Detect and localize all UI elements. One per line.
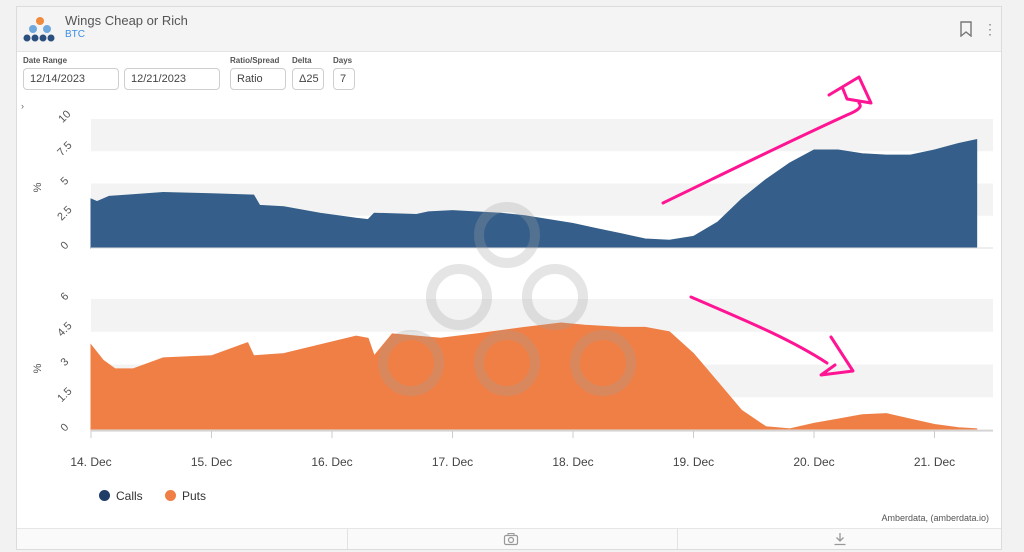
camera-icon[interactable] <box>503 532 519 546</box>
days-select[interactable]: 7 <box>333 68 355 90</box>
annotation-arrowhead-up <box>827 75 873 105</box>
y-tick-label-puts: 0 <box>58 421 71 434</box>
annotation-arrowhead-down <box>819 335 855 377</box>
download-icon[interactable] <box>833 532 847 546</box>
footer-divider <box>347 529 348 549</box>
series-area-puts <box>90 322 978 431</box>
delta-select[interactable]: Δ25 <box>292 68 324 90</box>
end-date-input[interactable]: 12/21/2023 <box>124 68 220 90</box>
y-tick-label-puts: 3 <box>58 356 71 369</box>
y-tick-label-calls: 7.5 <box>55 139 74 158</box>
watermark-circle <box>426 264 492 330</box>
y-tick-label-calls: 5 <box>58 175 71 188</box>
legend-item-calls[interactable]: Calls <box>99 489 143 503</box>
ratio-spread-select[interactable]: Ratio <box>230 68 286 90</box>
widget-subtitle: BTC <box>65 29 85 40</box>
series-area-calls <box>90 138 978 249</box>
credit-text: Amberdata, (amberdata.io) <box>881 513 989 523</box>
x-tick-label: 21. Dec <box>914 455 955 469</box>
annotation-arrow-down <box>689 295 829 365</box>
date-range-label: Date Range <box>23 56 68 65</box>
x-tick-label: 16. Dec <box>311 455 352 469</box>
grid-band <box>91 119 993 152</box>
y-axis-label-puts: % <box>32 363 44 373</box>
y-axis-label-calls: % <box>32 182 44 192</box>
watermark-circle <box>378 330 444 396</box>
y-tick-label-calls: 10 <box>56 108 73 125</box>
delta-label: Delta <box>292 56 312 65</box>
chart-svg: 0 2.5 5 7.5 10% 0 1.5 3 4.5 6% 14. Dec 15. Dec 16. D… <box>32 75 993 469</box>
widget-card: Wings Cheap or Rich BTC ⋮ Date Range 12/… <box>16 6 1002 550</box>
watermark-circle <box>474 330 540 396</box>
y-tick-label-puts: 6 <box>58 290 71 303</box>
x-tick-label: 19. Dec <box>673 455 714 469</box>
days-label: Days <box>333 56 353 65</box>
watermark-circle <box>474 202 540 268</box>
annotation-arrow-up <box>661 101 862 205</box>
legend-item-puts[interactable]: Puts <box>165 489 206 503</box>
watermark-circle <box>522 264 588 330</box>
widget-header: Wings Cheap or Rich BTC ⋮ <box>17 7 1001 52</box>
x-tick-label: 18. Dec <box>552 455 593 469</box>
bookmark-icon[interactable] <box>959 21 973 37</box>
watermark-circle <box>570 330 636 396</box>
footer-divider <box>677 529 678 549</box>
collapse-toggle-icon[interactable]: › <box>21 101 24 111</box>
controls-bar: Date Range 12/14/2023 12/21/2023 Ratio/S… <box>17 51 1001 103</box>
y-tick-label-puts: 4.5 <box>55 320 74 339</box>
legend-label-puts: Puts <box>182 489 207 503</box>
x-tick-label: 14. Dec <box>70 455 111 469</box>
y-tick-label-calls: 0 <box>58 239 71 252</box>
amberdata-logo-icon <box>23 17 55 42</box>
legend-dot-puts <box>165 490 176 501</box>
legend-dot-calls <box>99 490 110 501</box>
start-date-input[interactable]: 12/14/2023 <box>23 68 119 90</box>
widget-footer <box>17 528 1001 549</box>
legend-label-calls: Calls <box>116 489 143 503</box>
y-tick-label-calls: 2.5 <box>55 204 74 223</box>
x-tick-label: 17. Dec <box>432 455 473 469</box>
ratio-spread-label: Ratio/Spread <box>230 56 280 65</box>
y-tick-label-puts: 1.5 <box>55 385 74 404</box>
x-tick-label: 20. Dec <box>793 455 834 469</box>
x-tick-label: 15. Dec <box>191 455 232 469</box>
widget-title: Wings Cheap or Rich <box>65 13 188 28</box>
